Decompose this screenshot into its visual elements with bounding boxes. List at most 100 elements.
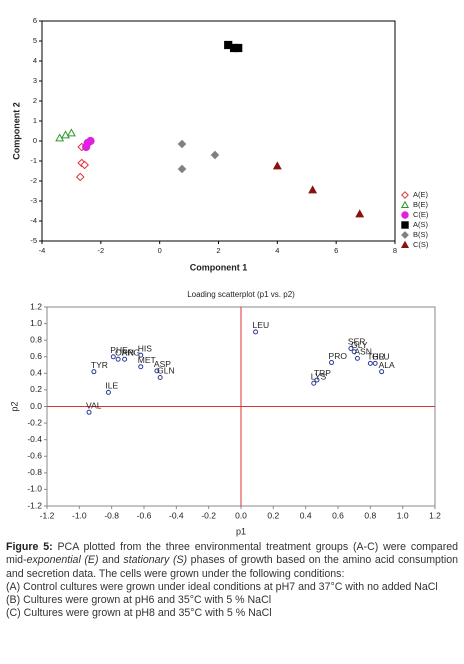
caption: Figure 5: PCA plotted from the three env…	[6, 541, 458, 621]
point	[210, 150, 220, 160]
x-axis-label: p1	[236, 526, 246, 536]
legend-marker	[400, 240, 410, 249]
point-label: HIS	[138, 343, 153, 353]
point	[348, 345, 354, 351]
x-tick-label: 1.2	[429, 510, 441, 520]
x-tick-label: 0.0	[235, 510, 247, 520]
y-tick-label: 1.2	[30, 301, 42, 311]
point	[355, 209, 365, 218]
legend-marker	[401, 191, 409, 199]
point	[329, 360, 335, 366]
y-tick-label: -5	[30, 236, 37, 245]
y-tick-label: -0.4	[27, 434, 42, 444]
x-tick-label: 1.0	[397, 510, 409, 520]
y-tick-label: -3	[30, 196, 37, 205]
legend-marker	[401, 221, 409, 229]
caption-text: PCA plotted from the three environmental…	[6, 541, 459, 567]
y-tick-label: 1.0	[30, 318, 42, 328]
y-tick-label: 4	[33, 56, 37, 65]
y-tick-label: 0.6	[30, 351, 42, 361]
y-tick-label: 0.0	[30, 401, 42, 411]
x-axis-label: Component 1	[190, 262, 248, 272]
point	[80, 160, 89, 170]
point	[91, 369, 97, 375]
point-label: TRP	[314, 368, 331, 378]
point	[177, 164, 187, 174]
point	[138, 352, 144, 358]
y-tick-label: 0.2	[30, 384, 42, 394]
y-tick-label: -4	[30, 216, 37, 225]
x-tick-label: 4	[275, 246, 279, 255]
y-tick-label: -1	[30, 156, 37, 165]
point	[311, 380, 317, 386]
point	[138, 364, 144, 370]
point-label: LYS	[311, 372, 327, 382]
point	[354, 355, 360, 361]
point-label: THR	[367, 352, 384, 362]
legend-label: B(S)	[413, 230, 429, 239]
y-tick-label: 6	[33, 16, 37, 25]
point-label: ORN	[115, 347, 134, 357]
point	[157, 374, 163, 380]
x-tick-label: -0.4	[169, 510, 184, 520]
point-label: ILE	[105, 381, 118, 391]
chart-title: Loading scatterplot (p1 vs. p2)	[187, 290, 295, 299]
caption-label: Figure 5:	[6, 541, 53, 553]
x-tick-label: 0.6	[332, 510, 344, 520]
point-label: PHE	[110, 345, 128, 355]
point-label: GLU	[372, 352, 389, 362]
caption-item: (C) Cultures were grown at pH8 and 35°C …	[6, 607, 272, 620]
point	[154, 368, 160, 374]
point-label: ARG	[122, 347, 140, 357]
caption-text: and	[98, 554, 124, 567]
y-tick-label: 3	[33, 76, 37, 85]
legend-marker	[400, 200, 410, 209]
legend-label: B(E)	[413, 200, 429, 209]
point-label: ASN	[354, 347, 371, 357]
caption-text: phases of growth based on the amino acid…	[6, 554, 459, 580]
y-tick-label: -0.2	[27, 417, 42, 427]
caption-text: exponential (E)	[26, 554, 99, 567]
x-tick-label: -1.2	[40, 510, 55, 520]
point	[272, 161, 282, 170]
x-tick-label: 0.8	[364, 510, 376, 520]
x-tick-label: 8	[393, 246, 397, 255]
point	[66, 128, 76, 137]
y-tick-label: -1.0	[27, 484, 42, 494]
point-label: GLY	[351, 340, 368, 350]
point	[351, 349, 357, 355]
point-label: SER	[348, 337, 365, 347]
point-label: GLN	[157, 366, 174, 376]
point	[177, 139, 187, 149]
point-label: TYR	[91, 360, 108, 370]
point	[105, 389, 111, 395]
point	[86, 409, 92, 415]
x-tick-label: -0.6	[137, 510, 152, 520]
x-tick-label: -2	[97, 246, 104, 255]
x-tick-label: -0.2	[201, 510, 216, 520]
legend-label: A(S)	[413, 220, 429, 229]
y-tick-label: -2	[30, 176, 37, 185]
point-label: ALA	[379, 360, 395, 370]
x-tick-label: 0	[158, 246, 162, 255]
point	[367, 360, 373, 366]
caption-text: stationary (S)	[123, 554, 188, 567]
y-tick-label: 5	[33, 36, 37, 45]
x-tick-label: -0.8	[104, 510, 119, 520]
x-tick-label: 2	[216, 246, 220, 255]
x-tick-label: 0.2	[267, 510, 279, 520]
legend-label: C(E)	[413, 210, 429, 219]
y-axis-label: Component 2	[11, 102, 21, 160]
caption-item: (B) Cultures were grown at pH6 and 35°C …	[6, 594, 272, 607]
caption-item: (A) Control cultures were grown under id…	[6, 580, 438, 593]
y-axis-label: p2	[9, 401, 19, 411]
y-tick-label: 0	[33, 136, 37, 145]
point	[86, 136, 95, 146]
plot-frame	[41, 20, 396, 242]
y-tick-label: -1.2	[27, 500, 42, 510]
point-label: MET	[138, 355, 156, 365]
x-tick-label: 6	[334, 246, 338, 255]
point	[75, 172, 85, 182]
